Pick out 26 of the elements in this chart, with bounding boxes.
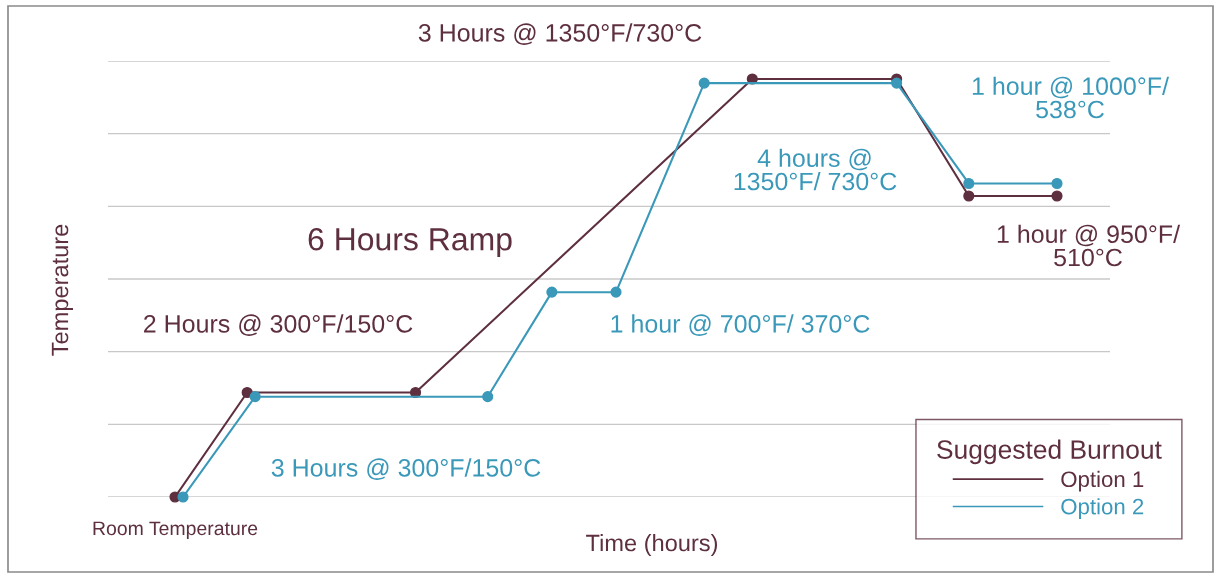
- annotation: 1 hour @ 950°F/ 510°C: [997, 224, 1181, 267]
- point: [177, 491, 189, 503]
- annotation: 4 hours @ 1350°F/ 730°C: [734, 148, 897, 191]
- point: [1051, 177, 1063, 190]
- point: [482, 391, 494, 403]
- point: [891, 77, 903, 89]
- annotation: 1 hour @ 1000°F/ 538°C: [972, 76, 1169, 119]
- point: [610, 286, 622, 298]
- legend-title: Suggested Burnout: [937, 439, 1162, 465]
- annotation: 2 Hours @ 300°F/150°C: [144, 314, 413, 336]
- point: [241, 386, 253, 399]
- point: [698, 77, 710, 89]
- point: [249, 391, 261, 403]
- point: [963, 190, 975, 202]
- x-axis-title: Time (hours): [586, 533, 717, 556]
- annotation: 1 hour @ 700°F/ 370°C: [611, 314, 870, 336]
- point: [1051, 190, 1063, 202]
- point: [963, 177, 975, 190]
- legend-label: Option 1: [1061, 470, 1144, 492]
- text: 3 Hours @ 1350°F/730°C: [418, 23, 702, 45]
- text: Room Temperature: [93, 521, 258, 540]
- annotation: 6 Hours Ramp: [308, 227, 512, 257]
- annotation: 3 Hours @ 300°F/150°C: [271, 458, 541, 480]
- legend-label: Option 2: [1061, 498, 1144, 519]
- point: [546, 286, 558, 298]
- y-axis-title: Temperature: [51, 224, 74, 356]
